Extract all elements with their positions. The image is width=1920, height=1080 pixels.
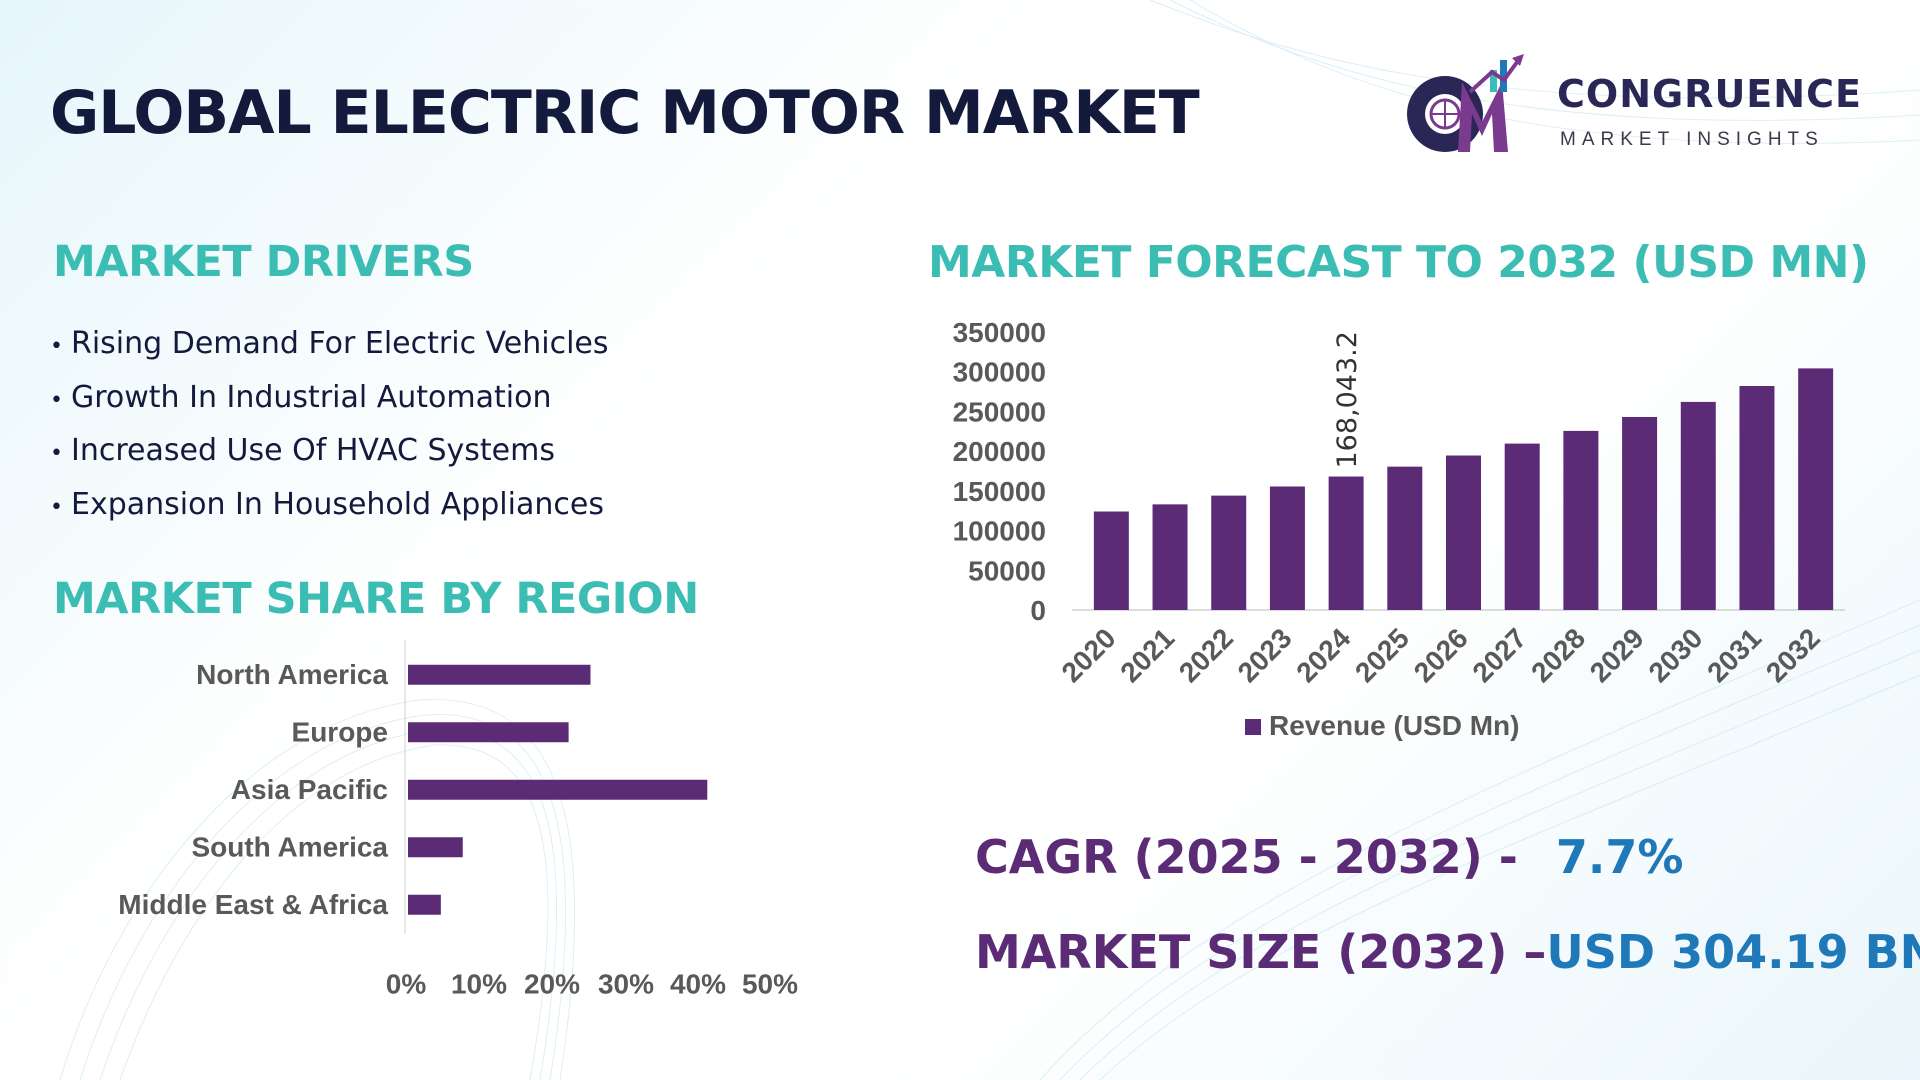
market-drivers-title: MARKET DRIVERS: [53, 237, 474, 287]
driver-text: Growth In Industrial Automation: [70, 379, 552, 415]
driver-item: • Increased Use Of HVAC Systems: [50, 429, 609, 483]
y-tick-label: 300000: [953, 357, 1046, 388]
x-tick-label: 50%: [742, 969, 798, 1000]
category-label: Middle East & Africa: [118, 889, 388, 920]
driver-item: • Growth In Industrial Automation: [50, 376, 609, 430]
company-logo: CONGRUENCE MARKET INSIGHTS: [1400, 52, 1870, 162]
y-tick-label: 350000: [953, 317, 1046, 348]
bullet-icon: •: [50, 387, 63, 413]
market-size-value: USD 304.19 BN: [1546, 925, 1920, 979]
x-tick-label: 2031: [1701, 622, 1767, 688]
x-tick-label: 2032: [1760, 622, 1826, 688]
bullet-icon: •: [50, 334, 63, 359]
legend-swatch: [1245, 719, 1261, 735]
category-label: Europe: [292, 716, 388, 747]
cagr-value: 7.7%: [1555, 830, 1684, 884]
y-tick-label: 100000: [953, 516, 1046, 547]
drivers-list: • Rising Demand For Electric Vehicles • Gr…: [50, 322, 609, 536]
x-tick-label: 20%: [524, 969, 580, 1000]
x-tick-label: 2025: [1349, 622, 1415, 688]
bar: [1446, 455, 1481, 610]
driver-text: Expansion In Household Appliances: [70, 486, 604, 522]
x-tick-label: 2023: [1232, 622, 1298, 688]
bar: [1269, 486, 1305, 610]
logo-mark-icon: [1407, 54, 1524, 152]
bar: [408, 664, 591, 685]
bar: [1328, 476, 1364, 610]
x-tick-label: 0%: [386, 969, 427, 1000]
bar: [1622, 416, 1658, 610]
y-tick-label: 150000: [953, 476, 1046, 507]
bar: [1504, 443, 1540, 610]
x-tick-label: 2022: [1173, 622, 1239, 688]
bar: [1387, 466, 1423, 610]
region-share-chart: North America Europe Asia Pacific South Ame…: [118, 640, 798, 1000]
market-size-label: MARKET SIZE (2032) –: [975, 925, 1547, 979]
cagr-label: CAGR (2025 - 2032) -: [975, 830, 1518, 884]
market-size-stat: MARKET SIZE (2032) –USD 304.19 BN: [975, 925, 1920, 979]
driver-item: • Rising Demand For Electric Vehicles: [50, 322, 609, 376]
x-tick-label: 2021: [1114, 622, 1180, 688]
x-tick-label: 2020: [1056, 622, 1122, 688]
bar: [1680, 401, 1716, 610]
category-label: South America: [191, 831, 388, 862]
x-tick-label: 2030: [1643, 622, 1709, 688]
y-tick-label: 200000: [953, 436, 1046, 467]
bullet-icon: •: [50, 494, 63, 520]
bar: [1211, 495, 1247, 610]
data-label: 168,043.2: [1332, 331, 1363, 468]
x-tick-label: 10%: [451, 969, 507, 1000]
x-tick-label: 40%: [670, 969, 726, 1000]
bar: [1093, 511, 1129, 610]
bar: [1739, 386, 1775, 610]
x-tick-label: 2024: [1290, 622, 1356, 688]
y-tick-label: 50000: [968, 555, 1046, 586]
legend-label: Revenue (USD Mn): [1269, 710, 1519, 741]
cagr-stat: CAGR (2025 - 2032) - 7.7%: [975, 830, 1683, 884]
market-share-title: MARKET SHARE BY REGION: [53, 574, 699, 624]
driver-text: Rising Demand For Electric Vehicles: [70, 326, 609, 361]
bar: [408, 722, 569, 743]
category-label: Asia Pacific: [231, 774, 388, 805]
bar: [408, 779, 708, 800]
forecast-title: MARKET FORECAST TO 2032 (USD MN): [928, 237, 1869, 288]
bar: [1152, 504, 1188, 610]
forecast-chart: 0 50000 100000 150000 200000 250000 300000 3500…: [953, 317, 1845, 741]
driver-text: Increased Use Of HVAC Systems: [70, 433, 555, 468]
y-tick-label: 250000: [953, 396, 1046, 427]
bullet-icon: •: [50, 441, 63, 466]
x-tick-label: 2027: [1466, 622, 1532, 688]
x-tick-label: 2029: [1584, 622, 1650, 688]
bar: [1563, 430, 1599, 610]
logo-brand-text: CONGRUENCE: [1557, 72, 1862, 116]
x-tick-label: 2028: [1525, 622, 1591, 688]
category-label: North America: [196, 659, 388, 690]
bar: [1798, 368, 1834, 610]
logo-tagline: MARKET INSIGHTS: [1560, 129, 1824, 150]
bar: [408, 894, 441, 915]
x-tick-label: 30%: [598, 969, 654, 1000]
x-tick-label: 2026: [1408, 622, 1474, 688]
page-title: GLOBAL ELECTRIC MOTOR MARKET: [50, 78, 1200, 148]
y-tick-label: 0: [1030, 595, 1046, 626]
driver-item: • Expansion In Household Appliances: [50, 483, 609, 537]
bar: [408, 837, 463, 858]
